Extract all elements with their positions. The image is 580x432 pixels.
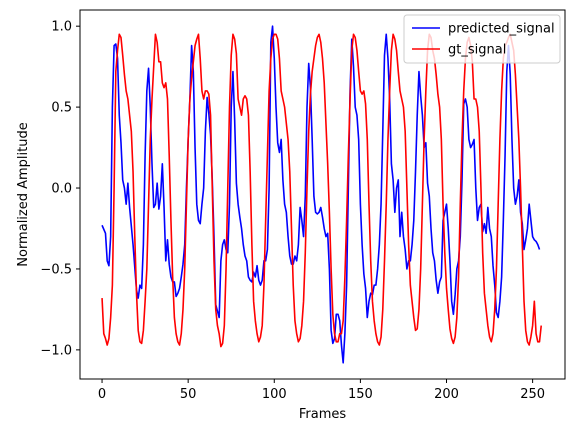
y-tick-label: 0.0 [51, 182, 72, 197]
x-tick-label: 200 [434, 387, 459, 402]
y-tick-label: −0.5 [40, 262, 72, 277]
y-tick-label: 0.5 [51, 101, 72, 116]
y-tick-label: 1.0 [51, 20, 72, 35]
x-tick-label: 150 [348, 387, 373, 402]
x-tick-label: 0 [98, 387, 106, 402]
x-tick-label: 50 [180, 387, 197, 402]
x-tick-label: 100 [262, 387, 287, 402]
legend-label: predicted_signal [448, 22, 555, 37]
x-axis: 0 50 100 150 200 250 [98, 379, 545, 402]
y-axis: −1.0 −0.5 0.0 0.5 1.0 [40, 20, 80, 358]
axes-frame [79, 9, 566, 380]
legend-box [403, 14, 561, 64]
legend-label: gt_signal [448, 43, 506, 58]
legend: predicted_signal gt_signal [403, 14, 561, 64]
x-tick-label: 250 [520, 387, 545, 402]
x-axis-label: Frames [299, 407, 347, 422]
series-line-predicted-signal [101, 25, 541, 364]
plot-area [101, 25, 543, 364]
y-tick-label: −1.0 [40, 343, 72, 358]
y-axis-label: Normalized Amplitude [16, 122, 31, 266]
